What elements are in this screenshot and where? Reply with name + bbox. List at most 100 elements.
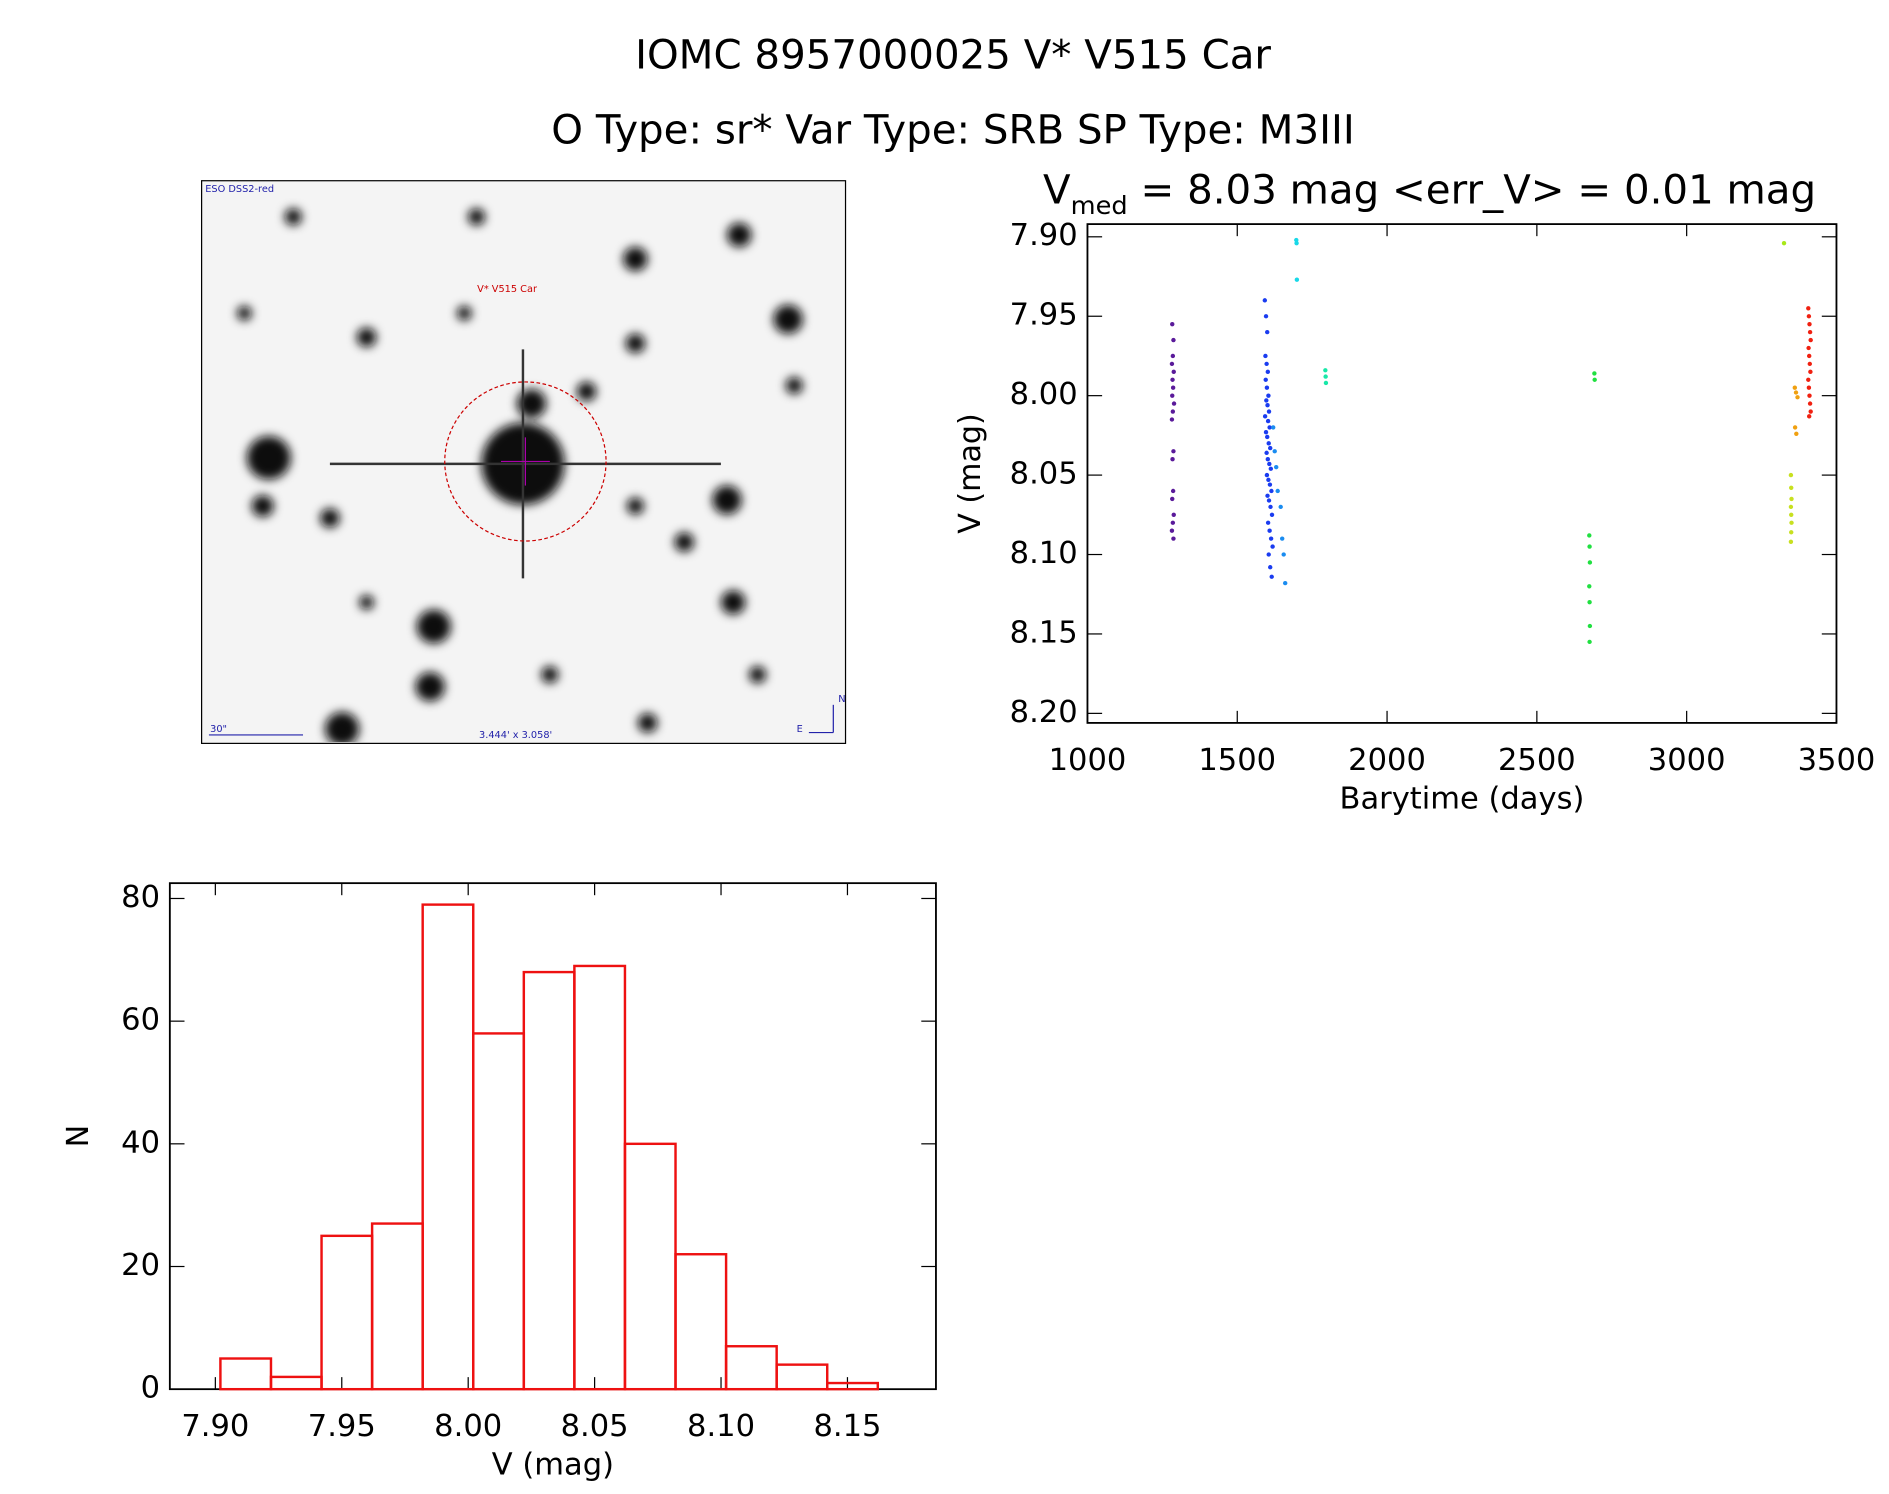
x-tick-label: 2000 — [1348, 743, 1426, 778]
data-point — [1169, 528, 1175, 533]
data-point — [1806, 414, 1812, 419]
data-point — [1266, 409, 1272, 414]
data-point — [1268, 504, 1273, 510]
title-part: med — [1071, 191, 1128, 221]
data-point — [1264, 398, 1269, 403]
data-point — [1268, 536, 1274, 541]
x-tick-label: 1000 — [1049, 743, 1127, 778]
data-point — [1781, 240, 1787, 246]
data-point — [1267, 528, 1272, 533]
x-tick-label: 8.05 — [561, 1409, 629, 1444]
data-point — [1266, 477, 1271, 483]
data-point — [1323, 380, 1329, 386]
data-point — [1587, 623, 1593, 629]
data-point — [1171, 536, 1176, 541]
data-point — [1282, 580, 1288, 586]
data-point — [1265, 493, 1270, 498]
x-tick-label: 8.00 — [434, 1409, 502, 1444]
y-tick-label: 8.05 — [1010, 457, 1078, 492]
data-point — [1789, 485, 1794, 490]
data-point — [1268, 445, 1273, 451]
data-point — [1323, 374, 1328, 379]
data-point — [1170, 520, 1176, 525]
data-point — [1788, 539, 1794, 544]
histogram-bar — [472, 1032, 526, 1391]
x-tick-label: 3500 — [1798, 743, 1876, 778]
data-point — [1587, 639, 1592, 645]
data-point — [1794, 431, 1799, 436]
data-point — [1806, 377, 1811, 382]
data-point — [1169, 417, 1175, 422]
histogram-bar — [674, 1253, 728, 1391]
data-point — [1268, 466, 1274, 471]
data-point — [1792, 385, 1798, 390]
data-point — [1275, 488, 1280, 494]
data-point — [1806, 353, 1812, 359]
data-point — [1278, 504, 1283, 510]
north-label: N — [838, 694, 845, 705]
histogram-bar — [775, 1363, 829, 1391]
y-tick-label: 0 — [141, 1371, 160, 1406]
data-point — [1170, 322, 1175, 327]
histogram-bar — [269, 1375, 323, 1391]
histogram-bar — [522, 970, 576, 1391]
title-part: V — [1043, 168, 1071, 214]
data-point — [1170, 496, 1175, 502]
x-tick-label: 7.90 — [181, 1409, 249, 1444]
data-point — [1267, 461, 1272, 467]
page-subtitle: O Type: sr* Var Type: SRB SP Type: M3III — [551, 108, 1354, 154]
data-point — [1266, 498, 1272, 503]
data-point — [1170, 409, 1176, 414]
data-point — [1587, 584, 1592, 589]
data-point — [1265, 369, 1271, 375]
data-point — [1264, 472, 1270, 478]
histogram-bar — [219, 1357, 273, 1391]
data-point — [1789, 530, 1794, 535]
data-point — [1262, 298, 1268, 303]
x-tick-label: 2500 — [1498, 743, 1576, 778]
y-tick-label: 7.95 — [1010, 298, 1078, 333]
data-point — [1793, 390, 1799, 395]
aperture — [444, 381, 607, 542]
histogram-bar — [826, 1381, 880, 1391]
histogram-bar — [573, 964, 627, 1391]
data-point — [1789, 520, 1794, 525]
data-point — [1171, 337, 1176, 343]
data-point — [1807, 322, 1812, 327]
histogram-bar — [320, 1234, 374, 1391]
histogram-bar — [724, 1345, 778, 1391]
plot-frame — [168, 882, 937, 1391]
data-point — [1270, 544, 1275, 549]
data-point — [1323, 368, 1328, 373]
data-point — [1269, 512, 1275, 517]
data-point — [1806, 314, 1812, 319]
data-point — [1170, 377, 1175, 382]
data-point — [1264, 385, 1270, 390]
x-tick-label: 8.10 — [687, 1409, 755, 1444]
plot-frame — [1086, 223, 1838, 724]
data-point — [1294, 237, 1299, 243]
data-point — [1267, 425, 1272, 430]
x-tick-label: 7.95 — [308, 1409, 376, 1444]
survey-label: ESO DSS2-red — [205, 184, 274, 195]
data-point — [1170, 353, 1176, 359]
data-point — [1268, 565, 1273, 570]
data-point — [1266, 441, 1271, 446]
x-tick-label: 1500 — [1198, 743, 1276, 778]
data-point — [1807, 329, 1813, 335]
data-point — [1274, 464, 1279, 470]
data-point — [1265, 403, 1270, 408]
data-point — [1170, 393, 1175, 398]
scale-label: 30" — [210, 724, 227, 735]
data-point — [1170, 385, 1176, 390]
data-point — [1171, 401, 1177, 406]
data-point — [1806, 385, 1812, 390]
y-tick-label: 80 — [121, 880, 160, 915]
data-point — [1170, 457, 1175, 462]
data-point — [1264, 450, 1269, 456]
target-label: V* V515 Car — [477, 284, 537, 295]
data-point — [1808, 369, 1813, 375]
size-label: 3.444' x 3.058' — [479, 730, 552, 741]
data-point — [1267, 482, 1273, 487]
